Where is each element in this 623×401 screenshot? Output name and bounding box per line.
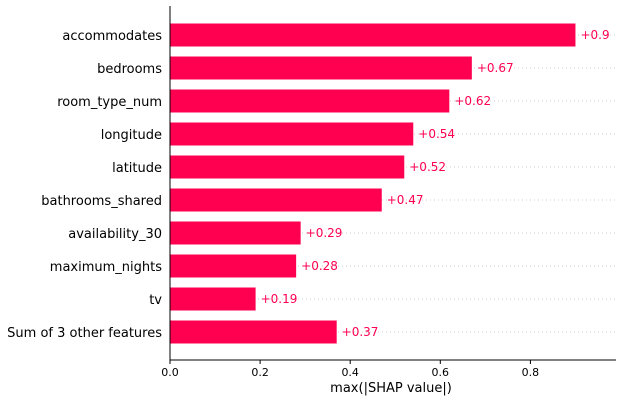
- category-label: Sum of 3 other features: [7, 326, 162, 341]
- value-label: +0.28: [301, 259, 338, 273]
- x-tick-label: 0.0: [161, 366, 179, 379]
- bars: [170, 23, 576, 344]
- x-tick-label: 0.2: [251, 366, 269, 379]
- x-tick-label: 0.4: [341, 366, 359, 379]
- value-label: +0.9: [580, 28, 609, 42]
- bar-sum-of-3-other-features: [170, 320, 337, 344]
- bar-bathrooms-shared: [170, 188, 382, 212]
- bar-bedrooms: [170, 56, 472, 80]
- value-labels: +0.9 +0.67 +0.62 +0.54 +0.52 +0.47 +0.29 +0.28 +…: [261, 28, 610, 339]
- category-label: bathrooms_shared: [41, 194, 162, 209]
- x-tick-label: 0.8: [522, 366, 540, 379]
- category-label: tv: [149, 293, 162, 308]
- bar-maximum-nights: [170, 254, 297, 278]
- value-label: +0.67: [477, 61, 514, 75]
- category-label: bedrooms: [97, 62, 162, 77]
- x-tick-label: 0.6: [432, 366, 450, 379]
- bar-accommodates: [170, 23, 576, 47]
- category-label: availability_30: [68, 227, 162, 242]
- value-label: +0.19: [261, 292, 298, 306]
- axes: 0.0 0.2 0.4 0.6 0.8: [161, 6, 616, 379]
- bar-tv: [170, 287, 256, 311]
- value-label: +0.54: [418, 127, 455, 141]
- value-label: +0.62: [454, 94, 491, 108]
- bar-room-type-num: [170, 89, 450, 113]
- category-labels: accommodates bedrooms room_type_numlongitu…: [7, 29, 162, 341]
- category-label: longitude: [101, 128, 162, 143]
- category-label: maximum_nights: [50, 260, 162, 275]
- category-label: accommodates: [62, 29, 162, 44]
- value-label: +0.37: [342, 325, 379, 339]
- bar-availability-30: [170, 221, 301, 245]
- category-label: latitude: [112, 161, 162, 176]
- x-axis-title: max(|SHAP value|): [330, 381, 452, 396]
- value-label: +0.52: [409, 160, 446, 174]
- value-label: +0.47: [387, 193, 424, 207]
- bar-latitude: [170, 155, 405, 179]
- category-label: room_type_num: [57, 95, 162, 110]
- grid-lines: [170, 34, 616, 333]
- bar-longitude: [170, 122, 414, 146]
- value-label: +0.29: [306, 226, 343, 240]
